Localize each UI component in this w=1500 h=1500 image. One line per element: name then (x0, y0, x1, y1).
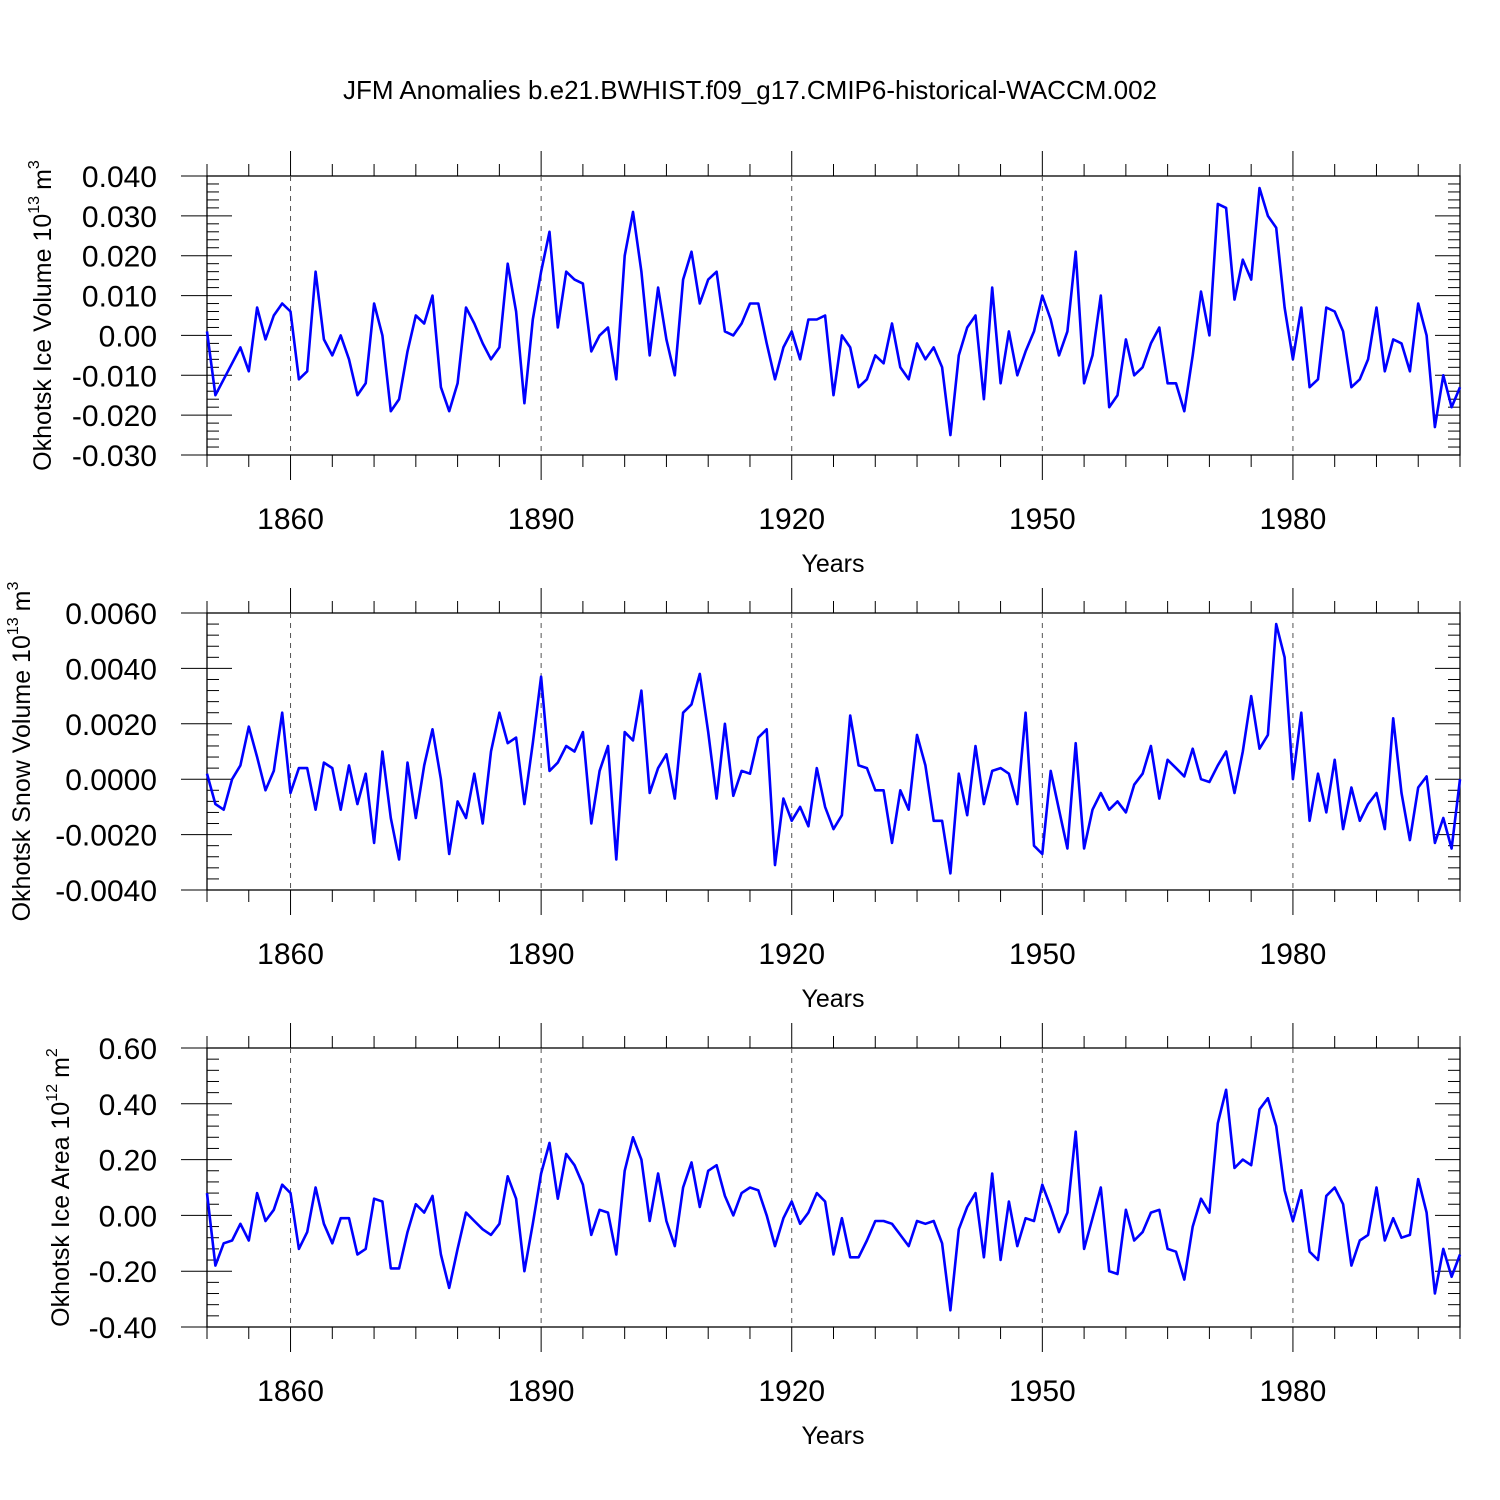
x-tick-label: 1890 (508, 938, 575, 971)
y-axis-title-main: Okhotsk Ice Volume 10 (29, 214, 57, 471)
x-tick-label: 1860 (257, 503, 324, 536)
y-tick-label: 0.030 (82, 201, 157, 234)
y-axis-title-exponent: 13 (5, 617, 22, 635)
y-tick-label: -0.030 (72, 440, 157, 473)
y-tick-label: 0.00 (99, 1200, 157, 1233)
x-tick-label: 1950 (1009, 1375, 1076, 1408)
x-tick-label: 1920 (758, 503, 825, 536)
series-line-okhotsk-ice-area (205, 1088, 1462, 1312)
x-tick-label: 1980 (1260, 503, 1327, 536)
x-tick-label: 1950 (1009, 503, 1076, 536)
x-tick-label: 1920 (758, 1375, 825, 1408)
x-tick-label: 1980 (1260, 938, 1327, 971)
chart-panel-1: 1860 1890 1920 1950 1980 Years -0.030 -0.020 -0.… (26, 151, 1462, 578)
y-tick-label: -0.20 (89, 1256, 157, 1289)
y-tick-label: 0.040 (82, 161, 157, 194)
y-axis-title-unit: m (8, 591, 36, 612)
y-axis-title-unit: m (29, 169, 57, 190)
chart-panel-2: 1860 1890 1920 1950 1980 Years -0.0040 -0.0020 0… (5, 582, 1462, 1013)
y-tick-label: 0.0060 (65, 598, 157, 631)
y-tick-label: -0.0020 (55, 820, 157, 853)
y-axis-title-exponent: 13 (26, 196, 43, 214)
y-tick-label: -0.0040 (55, 875, 157, 908)
x-axis-title: Years (801, 1422, 864, 1450)
y-tick-label: -0.010 (72, 360, 157, 393)
x-tick-label: 1860 (257, 938, 324, 971)
y-axis-title-exponent: 12 (44, 1084, 61, 1102)
y-tick-label: 0.0040 (65, 653, 157, 686)
y-axis-title-main: Okhotsk Ice Area 10 (47, 1102, 75, 1327)
y-axis-title-unit-exponent: 2 (44, 1048, 61, 1057)
y-tick-label: 0.00 (99, 320, 157, 353)
y-tick-label: 0.60 (99, 1033, 157, 1066)
x-tick-label: 1890 (508, 1375, 575, 1408)
chart-panel-3: 1860 1890 1920 1950 1980 Years -0.40 -0.20 0.00 0… (44, 1023, 1462, 1450)
y-tick-label: 0.0020 (65, 709, 157, 742)
y-axis-title-unit-exponent: 3 (26, 160, 43, 169)
series-line-okhotsk-snow-volume (205, 622, 1462, 875)
panels-group: 1860 1890 1920 1950 1980 Years -0.030 -0.020 -0.… (5, 151, 1462, 1450)
y-tick-label: 0.020 (82, 241, 157, 274)
x-axis-title: Years (801, 985, 864, 1013)
y-tick-label: 0.0000 (65, 764, 157, 797)
y-tick-label: 0.40 (99, 1089, 157, 1122)
y-tick-label: 0.010 (82, 281, 157, 314)
y-axis-title: Okhotsk Ice Volume 1013 m3 (26, 160, 57, 471)
x-tick-label: 1890 (508, 503, 575, 536)
x-axis-title: Years (801, 550, 864, 578)
series-line-okhotsk-ice-volume (205, 186, 1462, 437)
y-axis-title-main: Okhotsk Snow Volume 10 (8, 635, 36, 921)
y-axis-title-unit-exponent: 3 (5, 582, 22, 591)
y-axis-title: Okhotsk Ice Area 1012 m2 (44, 1048, 75, 1327)
y-tick-label: -0.40 (89, 1312, 157, 1345)
x-tick-label: 1860 (257, 1375, 324, 1408)
y-axis-title: Okhotsk Snow Volume 1013 m3 (5, 582, 36, 922)
chart-title: JFM Anomalies b.e21.BWHIST.f09_g17.CMIP6… (343, 75, 1157, 105)
x-tick-label: 1920 (758, 938, 825, 971)
y-axis-title-unit: m (47, 1057, 75, 1078)
y-tick-label: 0.20 (99, 1145, 157, 1178)
x-tick-label: 1980 (1260, 1375, 1327, 1408)
y-tick-label: -0.020 (72, 400, 157, 433)
x-tick-label: 1950 (1009, 938, 1076, 971)
